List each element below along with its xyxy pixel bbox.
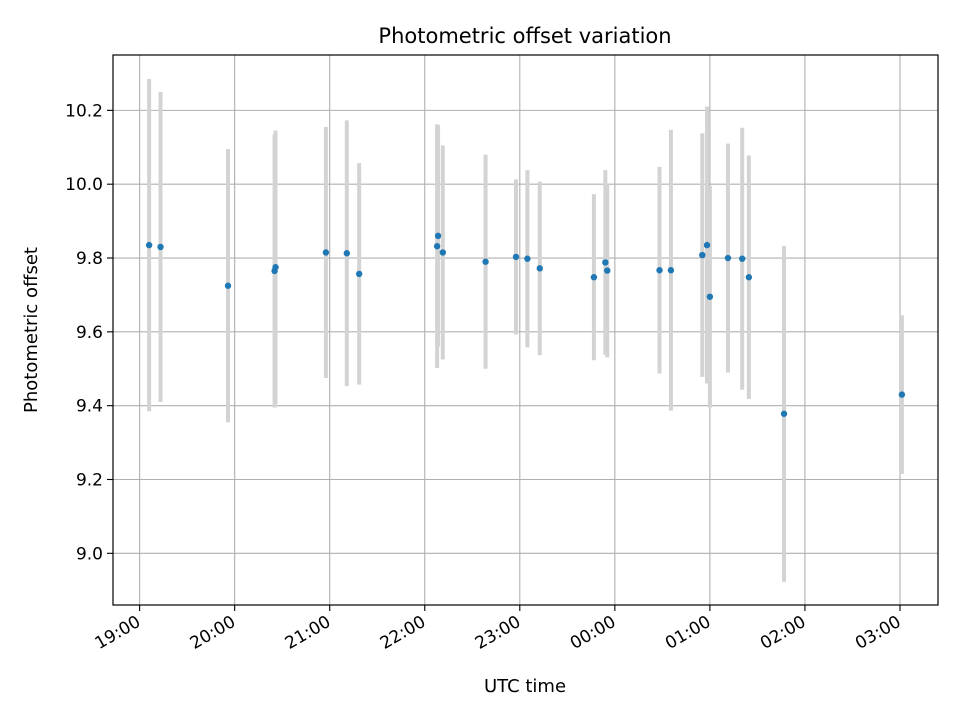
data-point	[703, 241, 711, 249]
data-point	[699, 251, 706, 259]
data-point	[224, 282, 232, 289]
data-point	[602, 259, 609, 266]
y-tick-label: 9.8	[76, 249, 103, 269]
data-point	[656, 267, 663, 274]
data-point	[145, 241, 153, 249]
data-point	[439, 249, 447, 256]
data-point	[433, 243, 441, 250]
data-point	[706, 293, 714, 300]
y-tick-label: 9.6	[76, 323, 103, 343]
data-point	[667, 267, 675, 274]
y-tick-label: 10.2	[65, 101, 103, 121]
data-point	[157, 243, 164, 251]
data-point	[434, 232, 442, 240]
chart-title: Photometric offset variation	[378, 24, 671, 48]
data-point	[739, 255, 746, 262]
data-point	[512, 253, 520, 261]
data-markers	[145, 232, 906, 417]
data-point	[724, 254, 732, 262]
data-point	[272, 264, 279, 271]
data-point	[343, 250, 351, 257]
data-point	[482, 258, 489, 265]
y-tick-label: 10.0	[65, 175, 103, 195]
y-tick-label: 9.4	[76, 397, 103, 417]
y-tick-label: 9.2	[76, 470, 103, 490]
data-point	[898, 391, 906, 398]
data-point	[536, 265, 543, 272]
data-point	[604, 267, 611, 274]
y-axis-label: Photometric offset	[21, 247, 42, 413]
y-tick-label: 9.0	[76, 544, 103, 564]
data-point	[355, 270, 363, 278]
data-point	[590, 274, 598, 281]
data-point	[780, 410, 788, 417]
data-point	[524, 255, 531, 262]
axes-frame	[112, 54, 939, 606]
data-point	[745, 274, 753, 281]
data-point	[322, 249, 330, 256]
x-axis-label: UTC time	[484, 676, 566, 697]
